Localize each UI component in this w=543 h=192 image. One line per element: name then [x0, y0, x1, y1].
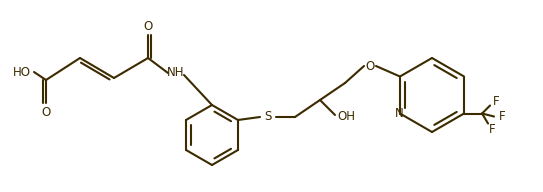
Text: F: F	[489, 123, 495, 136]
Text: S: S	[264, 111, 272, 123]
Text: N: N	[395, 107, 403, 120]
Text: F: F	[493, 95, 500, 108]
Text: HO: HO	[13, 65, 31, 79]
Text: NH: NH	[167, 66, 185, 79]
Text: O: O	[143, 21, 153, 33]
Text: F: F	[498, 110, 506, 123]
Text: OH: OH	[337, 111, 355, 123]
Text: O: O	[41, 107, 50, 119]
Text: O: O	[365, 60, 375, 73]
